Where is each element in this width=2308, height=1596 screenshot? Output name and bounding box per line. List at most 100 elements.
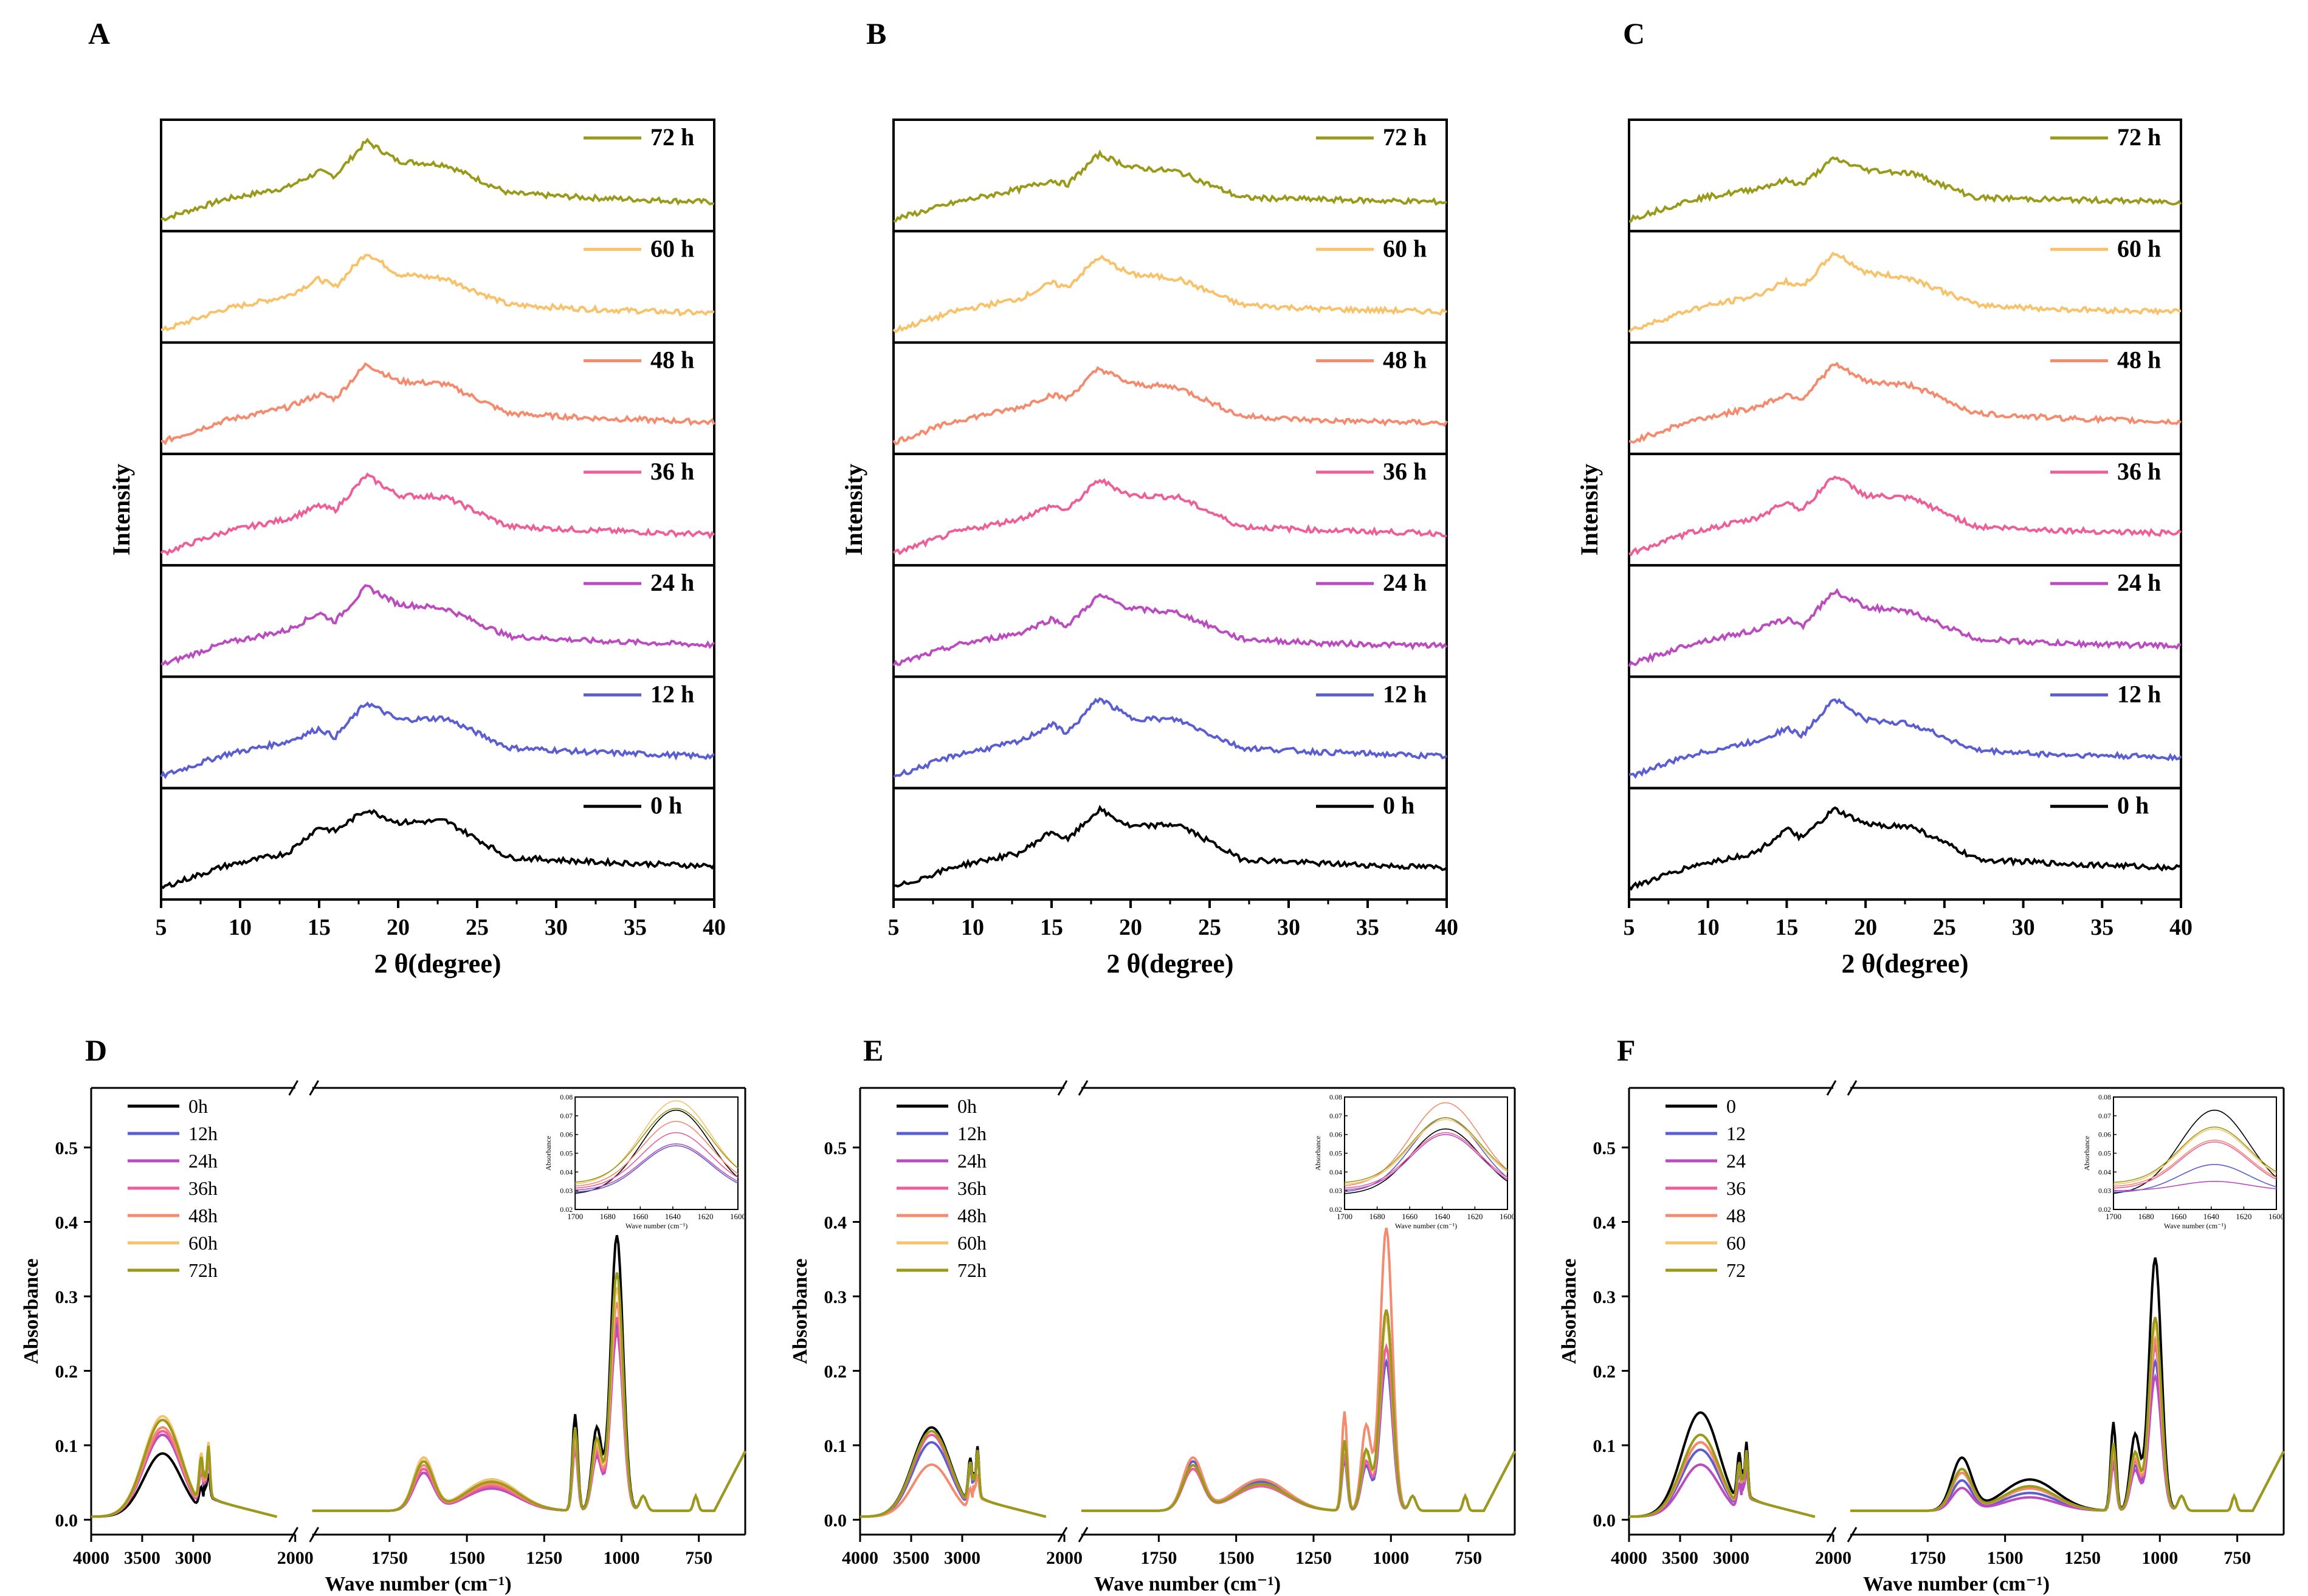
axis-break-mark — [1078, 1527, 1089, 1543]
xrd-trace — [892, 366, 1448, 445]
x-tick-label: 1250 — [2064, 1548, 2101, 1568]
x-tick-label: 30 — [1277, 915, 1300, 940]
x-tick-label: 4000 — [1611, 1548, 1647, 1568]
inset-x-label: Wave number (cm⁻¹) — [1395, 1222, 1457, 1230]
xrd-trace — [160, 362, 715, 445]
legend-label: 36 h — [2117, 458, 2161, 485]
y-tick-label: 0.1 — [824, 1436, 847, 1456]
legend-label: 36 — [1726, 1177, 1746, 1199]
ftir-spectrum-right — [1081, 1227, 1516, 1512]
x-tick-label: 20 — [1119, 915, 1142, 940]
ftir-spectrum-left — [91, 1426, 277, 1518]
inset-y-tick-label: 0.05 — [2098, 1149, 2111, 1158]
inset-spectrum — [2113, 1109, 2277, 1194]
ftir-spectrum-right — [312, 1319, 746, 1512]
legend-label: 36h — [188, 1177, 218, 1199]
x-tick-label: 3000 — [175, 1548, 212, 1568]
legend-label: 48h — [957, 1205, 987, 1226]
inset-spectrum — [575, 1145, 739, 1192]
x-axis-label: 2 θ(degree) — [1841, 949, 1968, 979]
x-tick-label: 1750 — [371, 1548, 408, 1568]
xrd-trace — [1628, 252, 2181, 333]
x-tick-label: 35 — [624, 915, 647, 940]
x-tick-label: 2000 — [1046, 1548, 1083, 1568]
x-tick-label: 3500 — [1662, 1548, 1698, 1568]
x-tick-label: 10 — [229, 915, 252, 940]
ftir-spectrum-right — [1850, 1335, 2285, 1512]
ftir-spectrum-right — [1850, 1316, 2285, 1512]
subplot-frame — [1628, 452, 2182, 567]
subplot-frame — [892, 786, 1448, 901]
legend-label: 24h — [957, 1150, 987, 1172]
inset-spectrum — [575, 1121, 739, 1187]
y-tick-label: 0.0 — [55, 1511, 78, 1531]
x-tick-label: 1500 — [1987, 1548, 2024, 1568]
inset-x-label: Wave number (cm⁻¹) — [625, 1222, 687, 1230]
inset-x-label: Wave number (cm⁻¹) — [2164, 1222, 2226, 1230]
y-tick-label: 0.1 — [1593, 1436, 1616, 1456]
xrd-trace — [1628, 806, 2182, 891]
axis-break-mark — [288, 1527, 298, 1543]
inset-spectrum — [575, 1107, 739, 1183]
ftir-panel-D: D 0.0 0.1 0.2 0.3 0.4 0.5 Absorbance 4000 3500 300… — [20, 1033, 746, 1595]
inset-spectrum — [1344, 1117, 1508, 1183]
legend-label: 60 h — [1383, 235, 1427, 262]
x-tick-label: 1250 — [526, 1548, 562, 1568]
y-tick-label: 0.0 — [824, 1511, 847, 1531]
x-tick-label: 20 — [1854, 915, 1877, 940]
xrd-trace — [1628, 156, 2182, 223]
xrd-trace — [892, 697, 1448, 779]
x-tick-label: 3500 — [124, 1548, 160, 1568]
x-tick-label: 5 — [888, 915, 900, 940]
ftir-spectrum-right — [1850, 1358, 2285, 1512]
y-tick-label: 0.4 — [824, 1213, 847, 1233]
inset-y-tick-label: 0.04 — [2098, 1168, 2111, 1176]
inset-x-tick-label: 1660 — [1402, 1212, 1418, 1221]
inset-x-tick-label: 1680 — [600, 1212, 616, 1221]
legend-label: 12 h — [650, 680, 694, 707]
inset-y-label: Absorbance — [544, 1136, 553, 1171]
xrd-trace — [1628, 362, 2182, 444]
inset-x-tick-label: 1700 — [2106, 1212, 2121, 1221]
y-tick-label: 0.5 — [1593, 1138, 1616, 1158]
x-tick-label: 25 — [1198, 915, 1221, 940]
inset-spectrum — [575, 1132, 739, 1189]
xrd-trace — [160, 253, 715, 332]
panel-label-C: C — [1623, 16, 1645, 50]
y-axis-label: Intensity — [108, 464, 135, 556]
inset-x-tick-label: 1680 — [2138, 1212, 2154, 1221]
inset-y-label: Absorbance — [1314, 1136, 1322, 1171]
inset-x-tick-label: 1620 — [697, 1212, 713, 1221]
legend-label: 72 h — [1383, 123, 1427, 151]
panel-label-F: F — [1617, 1033, 1636, 1067]
legend-label: 12 h — [1383, 680, 1427, 707]
inset-y-tick-label: 0.04 — [560, 1168, 573, 1176]
ftir-spectrum-right — [312, 1316, 746, 1512]
x-tick-label: 5 — [156, 915, 167, 940]
x-tick-label: 3000 — [944, 1548, 980, 1568]
xrd-panel-B: B Intensity 72 h 60 h 48 h 36 h 24 h 12 h 0 h 5 10… — [840, 16, 1458, 979]
ftir-panel-E: E 0.0 0.1 0.2 0.3 0.4 0.5 Absorbance 4000 3500 300… — [789, 1033, 1516, 1595]
inset-y-tick-label: 0.02 — [1329, 1205, 1342, 1214]
inset-x-tick-label: 1600 — [1500, 1212, 1515, 1221]
x-tick-label: 4000 — [73, 1548, 109, 1568]
legend-label: 48 h — [1383, 346, 1427, 374]
ftir-spectrum-right — [312, 1327, 746, 1512]
xrd-trace — [892, 254, 1447, 334]
legend-label: 48h — [188, 1205, 218, 1226]
x-tick-label: 1750 — [1909, 1548, 1946, 1568]
inset-frame — [2112, 1096, 2277, 1210]
ftir-spectrum-right — [1850, 1373, 2285, 1512]
x-tick-label: 5 — [1624, 915, 1635, 940]
inset-x-tick-label: 1600 — [730, 1212, 746, 1221]
ftir-spectrum-right — [1081, 1309, 1516, 1512]
x-tick-label: 15 — [1775, 915, 1798, 940]
inset-y-tick-label: 0.07 — [1329, 1112, 1342, 1120]
inset-y-tick-label: 0.08 — [560, 1093, 573, 1101]
legend-label: 24 h — [1383, 569, 1427, 596]
inset-x-tick-label: 1600 — [2268, 1212, 2284, 1221]
inset-x-tick-label: 1640 — [1435, 1212, 1450, 1221]
x-tick-label: 1250 — [1295, 1548, 1332, 1568]
inset-x-tick-label: 1680 — [1369, 1212, 1385, 1221]
